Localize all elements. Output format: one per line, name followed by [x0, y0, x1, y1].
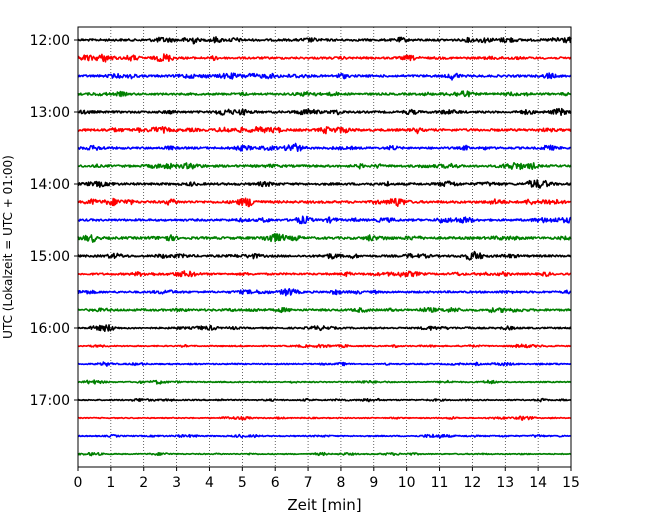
trace-1615: [77, 343, 572, 349]
trace-1300: [77, 107, 572, 116]
trace-1600: [77, 324, 572, 332]
x-tick-label: 2: [139, 475, 148, 491]
x-tick-label: 6: [271, 475, 280, 491]
trace-1645: [77, 379, 572, 385]
trace-1700: [77, 397, 572, 403]
trace-1545: [77, 307, 572, 314]
y-tick-label: 17:00: [30, 393, 70, 409]
x-tick-label: 0: [74, 475, 83, 491]
y-tick-label: 12:00: [30, 33, 70, 49]
trace-1745: [77, 451, 572, 457]
x-tick-label: 4: [205, 475, 214, 491]
x-tick-label: 8: [336, 475, 345, 491]
trace-1715: [77, 415, 572, 421]
plot-frame: [77, 26, 572, 468]
x-tick-label: 10: [398, 475, 416, 491]
x-tick-label: 15: [562, 475, 580, 491]
trace-1315: [77, 126, 572, 135]
y-tick-label: 16:00: [30, 321, 70, 337]
traces: [77, 36, 572, 457]
trace-1430: [77, 215, 572, 225]
x-tick-label: 11: [431, 475, 449, 491]
y-axis-label: UTC (Lokalzeit = UTC + 01:00): [1, 155, 15, 339]
trace-1415: [77, 197, 572, 208]
trace-1330: [77, 142, 572, 152]
y-tick-label: 15:00: [30, 249, 70, 265]
x-tick-label: 7: [304, 475, 313, 491]
y-tick-label: 14:00: [30, 177, 70, 193]
x-tick-label: 14: [529, 475, 547, 491]
x-tick-label: 12: [463, 475, 481, 491]
trace-1730: [77, 433, 572, 439]
trace-1215: [77, 53, 572, 63]
trace-1530: [77, 288, 572, 297]
x-tick-label: 13: [496, 475, 514, 491]
trace-1400: [77, 179, 572, 189]
y-tick-label: 13:00: [30, 105, 70, 121]
trace-1515: [77, 270, 572, 278]
x-tick-label: 5: [238, 475, 247, 491]
x-tick-label: 1: [106, 475, 115, 491]
trace-1230: [77, 72, 572, 81]
trace-1245: [77, 90, 572, 98]
x-axis: 0 1 2 3 4 5 6 7 8 9 10 11 12 13 14 15: [74, 467, 580, 491]
trace-1500: [77, 250, 572, 261]
x-tick-label: 9: [369, 475, 378, 491]
x-grid: [110, 27, 539, 467]
trace-1630: [77, 361, 572, 367]
trace-1445: [77, 233, 572, 243]
trace-1200: [77, 36, 572, 45]
trace-1345: [77, 162, 572, 171]
x-tick-label: 3: [172, 475, 181, 491]
x-axis-label: Zeit [min]: [287, 496, 361, 514]
y-axis: 12:00 13:00 14:00 15:00 16:00 17:00: [30, 33, 78, 409]
